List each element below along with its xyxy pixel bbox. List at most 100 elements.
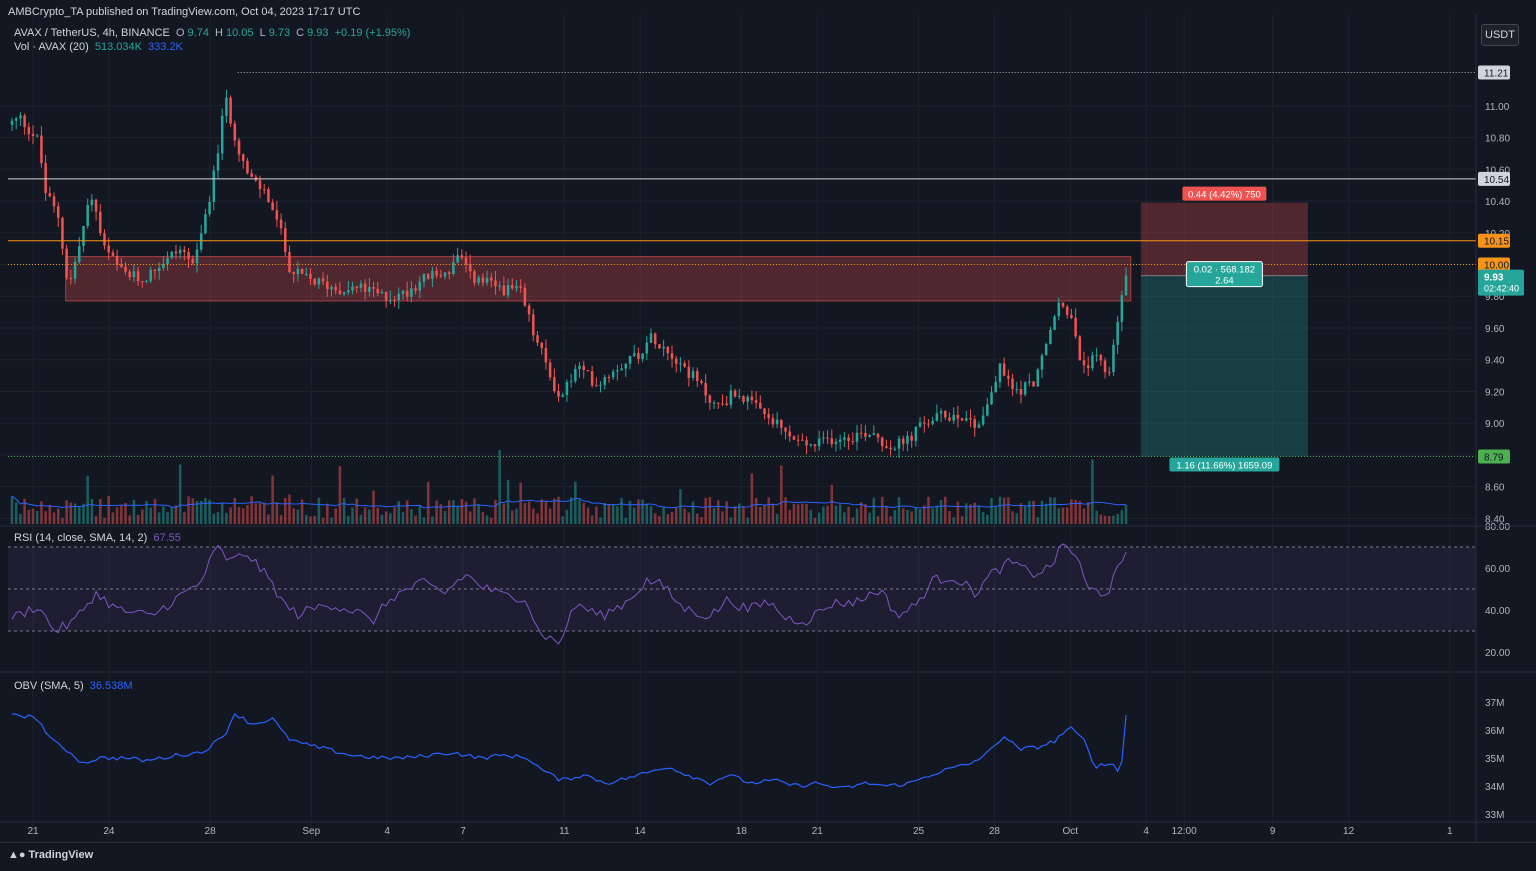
volume-bar: [107, 496, 110, 524]
candle-body: [813, 444, 817, 447]
volume-bar: [1011, 511, 1014, 524]
volume-bar: [1007, 497, 1010, 524]
candle-body: [489, 277, 493, 281]
volume-bar: [607, 504, 611, 524]
volume-bar: [838, 504, 842, 524]
volume-bar: [124, 502, 127, 524]
candle-body: [901, 438, 905, 444]
volume-bar: [1057, 508, 1061, 524]
time-tick-label: 14: [635, 826, 647, 837]
volume-bar: [254, 503, 258, 524]
volume-bar: [565, 509, 569, 524]
volume-bar: [784, 497, 787, 524]
volume-bar: [666, 514, 670, 524]
volume-bar: [128, 515, 131, 524]
candle-body: [422, 273, 426, 282]
candle-body: [99, 211, 102, 234]
candle-body: [750, 396, 754, 401]
candle-body: [578, 365, 581, 369]
candle-body: [759, 402, 762, 409]
candle-body: [485, 277, 489, 283]
candle-body: [527, 305, 531, 315]
candle-body: [960, 418, 964, 421]
candle-body: [1007, 375, 1010, 379]
candle-body: [986, 404, 989, 416]
candle-body: [477, 277, 480, 283]
candle-body: [31, 133, 35, 136]
volume-bar: [603, 502, 607, 524]
volume-bar: [44, 511, 47, 524]
volume-bar: [233, 498, 237, 524]
candle-body: [288, 252, 291, 272]
candle-body: [452, 262, 455, 275]
candle-body: [515, 286, 518, 289]
tradingview-logo-icon: ▲●: [8, 849, 26, 861]
time-tick-label: 4: [1143, 826, 1149, 837]
volume-bar: [851, 517, 855, 524]
candle-body: [637, 353, 640, 359]
candle-body: [952, 414, 955, 421]
volume-bar: [136, 515, 140, 524]
candle-body: [624, 363, 628, 369]
candle-body: [283, 228, 287, 253]
volume-bar: [330, 517, 333, 524]
volume-bar: [691, 501, 695, 524]
candle-body: [380, 291, 384, 294]
candle-body: [35, 135, 39, 137]
volume-bar: [78, 506, 81, 524]
candle-body: [1112, 344, 1115, 373]
candle-body: [805, 440, 808, 446]
volume-bar: [288, 494, 291, 524]
volume-bar: [1049, 497, 1052, 524]
volume-bar: [35, 511, 39, 524]
volume-bar: [708, 496, 712, 524]
price-tick-label: 9.00: [1485, 419, 1505, 430]
volume-bar: [805, 504, 808, 524]
candle-body: [969, 418, 972, 420]
volume-bar: [1040, 500, 1044, 524]
level-badge-label: 10.54: [1484, 175, 1509, 186]
candle-body: [687, 366, 691, 378]
candle-body: [141, 281, 144, 283]
candle-body: [10, 120, 14, 125]
candle-body: [834, 441, 838, 445]
volume-bar: [1095, 510, 1098, 524]
volume-bar: [405, 500, 409, 524]
candle-body: [1103, 360, 1107, 373]
volume-bar: [1061, 507, 1065, 524]
candle-body: [216, 153, 220, 171]
time-tick-label: 11: [559, 826, 570, 837]
volume-bar: [1070, 499, 1073, 524]
candle-body: [649, 333, 653, 343]
time-tick-label: 24: [103, 826, 115, 837]
candle-body: [56, 206, 60, 218]
supply-zone: [65, 256, 1132, 302]
volume-bar: [162, 506, 165, 524]
candle-body: [506, 285, 510, 296]
volume-bar: [561, 516, 564, 524]
candle-body: [599, 384, 602, 386]
obv-tick-label: 34M: [1485, 782, 1504, 793]
target-label-bg: [1169, 457, 1280, 472]
volume-bar: [965, 503, 968, 524]
volume-bar: [1032, 500, 1035, 524]
candle-body: [868, 435, 871, 437]
volume-bar: [998, 496, 1002, 524]
candle-body: [405, 290, 409, 297]
volume-bar: [1065, 507, 1069, 524]
volume-bar: [347, 515, 350, 524]
time-tick-label: 4: [384, 826, 390, 837]
candle-body: [115, 256, 119, 265]
candle-body: [817, 438, 821, 447]
candle-body: [532, 314, 535, 336]
volume-bar: [901, 508, 905, 524]
currency-button[interactable]: USDT: [1481, 24, 1519, 46]
target-zone: [1140, 275, 1308, 457]
symbol-label: AVAX / TetherUS, 4h, BINANCE: [14, 27, 170, 39]
volume-bar: [174, 505, 178, 524]
volume-bar: [557, 496, 560, 524]
candle-body: [157, 268, 161, 272]
volume-bar: [628, 500, 632, 524]
volume-bar: [410, 509, 413, 524]
volume-bar: [1112, 515, 1115, 524]
